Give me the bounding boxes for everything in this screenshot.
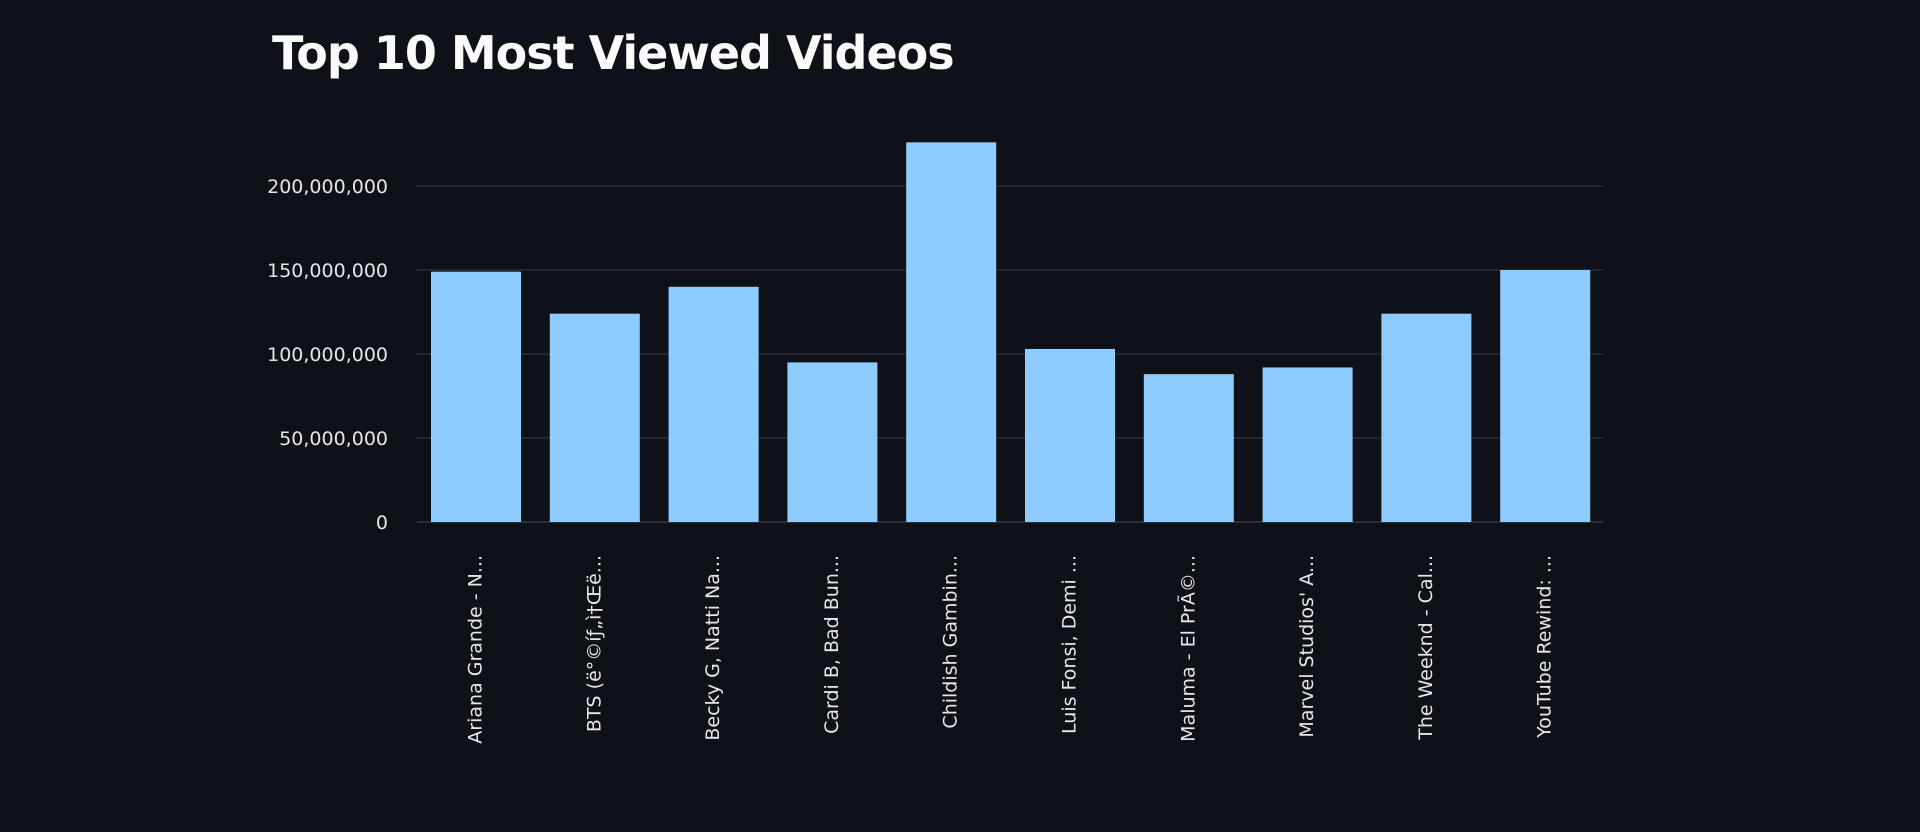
x-tick-label: BTS (ë°©íƒ„ì†Œë... [583, 555, 605, 732]
bar[interactable] [1262, 367, 1353, 522]
bar[interactable] [549, 313, 640, 522]
y-tick-label: 200,000,000 [267, 176, 388, 198]
bar[interactable] [431, 271, 521, 522]
y-axis-ticks: 0 50,000,000 100,000,000 150,000,000 200,000… [267, 176, 388, 534]
y-tick-label: 100,000,000 [267, 344, 388, 366]
bar[interactable] [787, 362, 878, 522]
x-tick-label: Childish Gambin... [940, 555, 962, 729]
bars [431, 142, 1591, 522]
page-title: Top 10 Most Viewed Videos [272, 26, 955, 80]
y-tick-label: 0 [376, 512, 388, 534]
bar[interactable] [1025, 348, 1115, 522]
bar[interactable] [1500, 270, 1591, 522]
x-axis-ticks: Ariana Grande - N... BTS (ë°©íƒ„ì†Œë... Be… [465, 555, 1556, 744]
bar[interactable] [668, 286, 759, 522]
x-tick-label: Ariana Grande - N... [465, 555, 487, 744]
x-tick-label: Maluma - El PrÃ©... [1176, 555, 1199, 742]
x-tick-label: Cardi B, Bad Bun... [821, 555, 843, 734]
y-tick-label: 50,000,000 [279, 428, 388, 450]
x-tick-label: Marvel Studios' A... [1296, 555, 1318, 738]
x-tick-label: YouTube Rewind: ... [1534, 555, 1556, 739]
x-tick-label: Becky G, Natti Na... [702, 555, 724, 741]
x-tick-label: Luis Fonsi, Demi ... [1059, 555, 1081, 734]
y-tick-label: 150,000,000 [267, 260, 388, 282]
x-tick-label: The Weeknd - Cal... [1415, 555, 1437, 741]
bar[interactable] [1381, 313, 1472, 522]
bar[interactable] [1143, 374, 1234, 522]
bar[interactable] [906, 142, 997, 522]
